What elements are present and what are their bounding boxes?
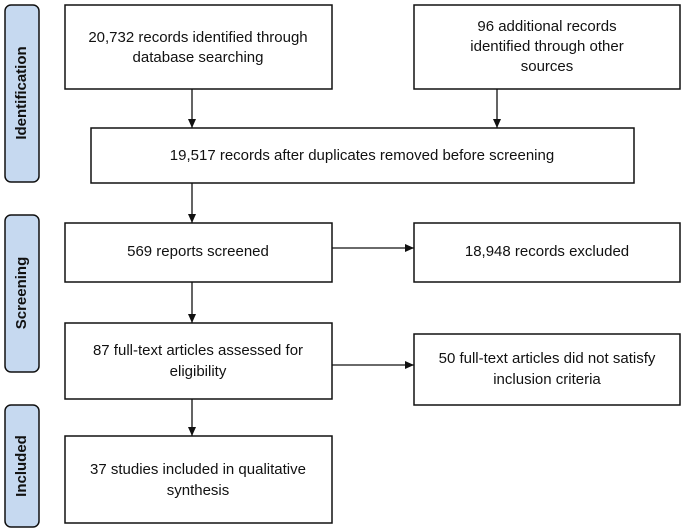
node-text: eligibility bbox=[170, 363, 227, 380]
stage-label: Identification bbox=[13, 46, 30, 139]
node-text: sources bbox=[521, 58, 574, 75]
node-box bbox=[64, 222, 333, 283]
stage-included: Included bbox=[4, 404, 40, 528]
node-text: identified through other bbox=[470, 38, 623, 55]
node-text: inclusion criteria bbox=[493, 371, 601, 388]
node-box bbox=[90, 127, 635, 184]
node-text: 19,517 records after duplicates removed … bbox=[170, 147, 554, 164]
node-box bbox=[64, 4, 333, 90]
node-box bbox=[413, 333, 681, 406]
stage-box bbox=[4, 404, 40, 528]
node-text: 569 reports screened bbox=[127, 243, 269, 260]
node-text: 50 full-text articles did not satisfy bbox=[439, 350, 656, 367]
node-box bbox=[413, 4, 681, 90]
node-box bbox=[64, 435, 333, 524]
node-text: synthesis bbox=[167, 482, 230, 499]
stage-identification: Identification bbox=[4, 4, 40, 183]
node-box bbox=[413, 222, 681, 283]
node-text: 18,948 records excluded bbox=[465, 243, 629, 260]
stage-label: Included bbox=[13, 435, 30, 497]
stage-box bbox=[4, 4, 40, 183]
node-text: 20,732 records identified through bbox=[88, 29, 307, 46]
node-text: database searching bbox=[133, 49, 264, 66]
node-text: 37 studies included in qualitative bbox=[90, 461, 306, 478]
node-text: 87 full-text articles assessed for bbox=[93, 342, 303, 359]
stage-box bbox=[4, 214, 40, 373]
stage-label: Screening bbox=[13, 257, 30, 330]
stage-screening: Screening bbox=[4, 214, 40, 373]
node-box bbox=[64, 322, 333, 400]
node-text: 96 additional records bbox=[477, 18, 616, 35]
